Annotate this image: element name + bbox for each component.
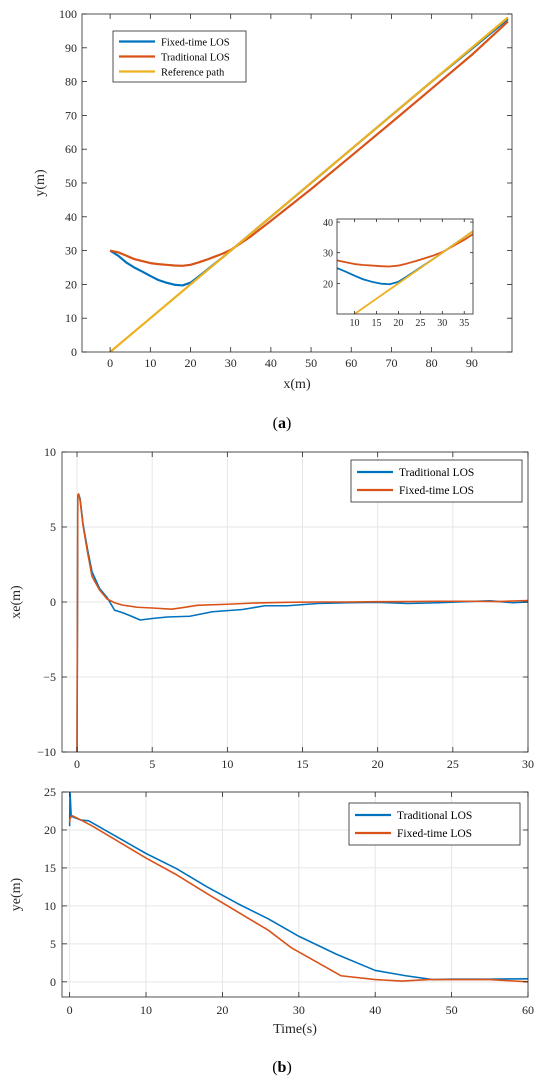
- y-tick-label: 5: [50, 520, 56, 534]
- x-tick-label: 90: [466, 356, 478, 370]
- x-tick-label: 35: [459, 318, 469, 329]
- x-tick-label: 20: [393, 318, 403, 329]
- y-tick-label: 100: [59, 7, 77, 21]
- y-tick-label: 10: [44, 899, 56, 913]
- legend-entry: Traditional LOS: [397, 810, 472, 822]
- x-tick-label: 80: [426, 356, 438, 370]
- y-tick-label: 0: [50, 595, 56, 609]
- series-line-reference-path: [109, 16, 509, 352]
- x-tick-label: 60: [345, 356, 357, 370]
- y-tick-label: 30: [65, 244, 77, 258]
- axes-frame: [336, 218, 474, 315]
- x-tick-label: 40: [369, 1003, 381, 1017]
- panel-label-b: (b): [272, 1059, 292, 1076]
- legend-entry: Fixed-time LOS: [397, 828, 472, 840]
- y-tick-label: 20: [323, 279, 333, 290]
- x-tick-label: 25: [447, 757, 459, 771]
- x-tick-label: 60: [522, 1003, 534, 1017]
- inset-chart: 10 15 20 25 30 35 20 30 40: [323, 218, 474, 329]
- axes-frame: [61, 791, 529, 998]
- y-tick-label: 50: [65, 176, 77, 190]
- y-tick-label: 30: [323, 249, 333, 260]
- y-axis-label: ye(m): [9, 877, 24, 911]
- x-tick-label: 70: [385, 356, 397, 370]
- x-tick-label: 15: [297, 757, 309, 771]
- legend: Traditional LOS Fixed-time LOS: [350, 459, 523, 503]
- y-tick-label: 0: [71, 345, 77, 359]
- legend-box: [350, 459, 523, 503]
- y-tick-label: 15: [44, 861, 56, 875]
- series-line-fixed-time-los: [68, 814, 528, 983]
- x-tick-label: 20: [185, 356, 197, 370]
- legend-entry: Traditional LOS: [161, 53, 230, 64]
- series-group: [76, 493, 528, 752]
- y-tick-label: −5: [43, 670, 56, 684]
- x-axis-label: Time(s): [273, 1022, 317, 1037]
- series-line-traditional-los: [337, 233, 473, 268]
- series-group: [337, 230, 473, 314]
- chart-b-xe: 0 5 10 15 20 25 30 −10 −5 0 5 10 xe(m) Traditional LO…: [9, 445, 534, 771]
- x-tick-label: 20: [372, 757, 384, 771]
- x-tick-label: 0: [107, 356, 113, 370]
- y-tick-label: 60: [65, 142, 77, 156]
- x-tick-label: 40: [265, 356, 277, 370]
- series-group: [109, 16, 509, 352]
- x-axis-label: x(m): [283, 377, 311, 392]
- legend: Fixed-time LOS Traditional LOS Reference p…: [112, 30, 247, 83]
- y-tick-label: 10: [44, 445, 56, 459]
- panel-label-a: (a): [273, 415, 292, 432]
- x-tick-label: 10: [144, 356, 156, 370]
- x-tick-label: 10: [350, 318, 360, 329]
- y-tick-label: 40: [323, 218, 333, 229]
- x-tick-label: 5: [149, 757, 155, 771]
- y-tick-label: 0: [50, 975, 56, 989]
- y-tick-label: −10: [37, 745, 56, 759]
- y-tick-label: 10: [65, 311, 77, 325]
- x-tick-label: 20: [216, 1003, 228, 1017]
- y-tick-label: 20: [44, 823, 56, 837]
- y-axis-label: y(m): [33, 169, 48, 197]
- y-tick-label: 5: [50, 937, 56, 951]
- x-tick-label: 30: [437, 318, 447, 329]
- x-tick-label: 0: [67, 1003, 73, 1017]
- y-tick-label: 20: [65, 277, 77, 291]
- series-line-fixed-time-los: [76, 493, 528, 752]
- legend-entry: Traditional LOS: [399, 467, 474, 479]
- x-tick-label: 10: [140, 1003, 152, 1017]
- series-line-traditional-los: [109, 20, 509, 267]
- x-tick-label: 30: [293, 1003, 305, 1017]
- chart-a: 0 10 20 30 40 50 60 70 80 90 0 10 20 30 40 50 60 70 80 90 10…: [33, 7, 513, 392]
- x-tick-label: 25: [415, 318, 425, 329]
- legend-entry: Fixed-time LOS: [161, 38, 230, 49]
- x-tick-label: 30: [225, 356, 237, 370]
- y-tick-label: 90: [65, 41, 77, 55]
- series-line-reference-path: [352, 230, 473, 314]
- legend-entry: Fixed-time LOS: [399, 485, 474, 497]
- x-tick-label: 0: [74, 757, 80, 771]
- x-tick-label: 10: [221, 757, 233, 771]
- legend: Traditional LOS Fixed-time LOS: [348, 802, 521, 846]
- y-tick-label: 80: [65, 75, 77, 89]
- y-axis-label: xe(m): [9, 585, 24, 619]
- y-tick-label: 40: [65, 210, 77, 224]
- y-tick-label: 70: [65, 108, 77, 122]
- chart-b-ye: 0 10 20 30 40 50 60 0 5 10 15 20 25 Time(s) ye(m) Tradi…: [9, 785, 534, 1037]
- x-tick-label: 15: [371, 318, 381, 329]
- series-group: [68, 792, 528, 983]
- x-tick-label: 30: [522, 757, 534, 771]
- x-tick-label: 50: [305, 356, 317, 370]
- legend-box: [348, 802, 521, 846]
- y-tick-label: 25: [44, 785, 56, 799]
- plot-area: [337, 219, 473, 314]
- x-tick-label: 50: [446, 1003, 458, 1017]
- legend-entry: Reference path: [161, 68, 225, 79]
